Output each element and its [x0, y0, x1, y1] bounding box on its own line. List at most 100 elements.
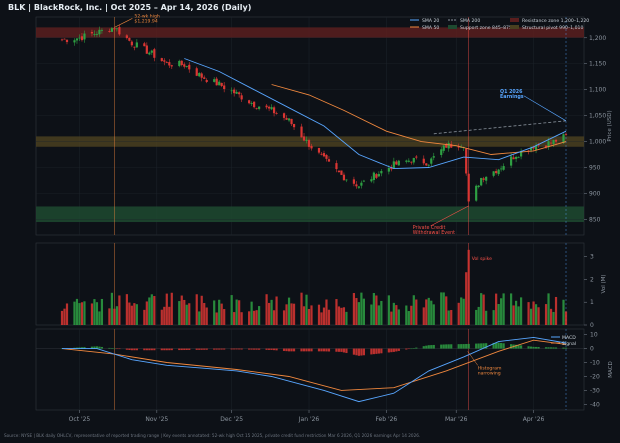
- macd-histogram-bar: [492, 342, 495, 349]
- volume-bar: [422, 307, 425, 325]
- macd-histogram-bar: [240, 348, 243, 350]
- candle-body: [497, 169, 500, 175]
- legend-label: SMA 200: [460, 18, 480, 24]
- candle-body: [73, 40, 76, 43]
- candle-body: [362, 180, 366, 182]
- legend-label: Resistance zone 1,200–1,220: [522, 18, 589, 24]
- macd-tick-label: -10: [590, 360, 600, 367]
- macd-histogram-bar: [143, 348, 146, 351]
- legend-label: SMA 50: [422, 25, 439, 31]
- volume-bar: [502, 293, 505, 325]
- volume-bar: [258, 306, 261, 325]
- candle-body: [395, 161, 398, 165]
- macd-histogram-bar: [552, 347, 555, 349]
- macd-histogram-bar: [482, 343, 485, 349]
- volume-bar: [485, 310, 488, 325]
- candle-body: [549, 142, 553, 144]
- volume-bar: [532, 301, 535, 325]
- candle-body: [547, 141, 550, 148]
- volume-bar: [230, 295, 233, 325]
- volume-bar: [440, 292, 443, 325]
- macd-histogram-bar: [275, 348, 278, 351]
- x-tick-label: Nov '25: [145, 416, 168, 423]
- macd-histogram-bar: [168, 348, 171, 351]
- macd-histogram-bar: [125, 348, 128, 350]
- candle-body: [447, 143, 450, 149]
- macd-histogram-bar: [547, 347, 550, 349]
- volume-bar: [130, 305, 133, 325]
- volume-bar: [405, 305, 408, 325]
- macd-legend-label: MACD: [562, 335, 576, 341]
- macd-histogram-bar: [554, 347, 558, 349]
- candle-body: [275, 113, 278, 114]
- macd-histogram-bar: [442, 344, 445, 349]
- volume-tick-label: 1: [590, 299, 594, 306]
- candle-body: [427, 164, 430, 166]
- macd-histogram-bar: [78, 347, 81, 349]
- macd-histogram-bar: [337, 348, 341, 352]
- x-tick-label: Mar '26: [445, 416, 468, 423]
- candle-body: [355, 184, 358, 187]
- volume-bar: [527, 302, 530, 325]
- candle-body: [285, 118, 288, 120]
- macd-histogram-bar: [405, 348, 408, 350]
- volume-bar: [537, 307, 540, 325]
- volume-bar: [213, 300, 216, 325]
- volume-bar: [170, 292, 173, 325]
- volume-bar: [407, 311, 410, 325]
- price-tick-label: 1,200: [589, 35, 606, 42]
- volume-spike-label: Vol spike: [472, 256, 492, 262]
- macd-histogram-bar: [387, 348, 390, 353]
- chart-title: BLK | BlackRock, Inc. | Oct 2025 – Apr 1…: [8, 3, 252, 12]
- sma20-line: [184, 58, 567, 170]
- volume-bar: [215, 312, 218, 325]
- volume-bar: [145, 301, 148, 325]
- macd-histogram-bar: [430, 345, 433, 349]
- macd-histogram-bar: [133, 348, 136, 351]
- candle-body: [267, 106, 271, 109]
- candle-body: [512, 157, 515, 160]
- volume-bar: [442, 292, 445, 325]
- macd-histogram-bar: [287, 348, 291, 352]
- macd-tick-label: -40: [590, 401, 600, 408]
- macd-histogram-bar: [362, 348, 366, 356]
- volume-bar: [335, 299, 338, 325]
- candle-body: [90, 31, 94, 34]
- macd-histogram-bar: [113, 348, 116, 350]
- macd-histogram-bar: [218, 348, 221, 350]
- volume-bar: [205, 307, 208, 325]
- volume-bar: [552, 311, 555, 325]
- candle-body: [238, 92, 241, 95]
- macd-histogram-bar: [148, 348, 151, 351]
- macd-histogram-bar: [340, 348, 343, 352]
- candle-body: [223, 85, 226, 90]
- candle-body: [165, 62, 168, 63]
- macd-histogram-bar: [480, 343, 483, 349]
- volume-bar: [240, 312, 243, 325]
- volume-axis-label: Vol (M): [601, 274, 607, 293]
- candle-body: [320, 153, 323, 155]
- candle-body: [467, 173, 470, 202]
- macd-histogram-bar: [390, 348, 393, 353]
- macd-histogram-bar: [397, 348, 400, 351]
- candle-body: [370, 179, 373, 182]
- volume-bar: [519, 297, 523, 325]
- volume-bar: [447, 310, 450, 325]
- volume-bar: [500, 298, 503, 325]
- macd-histogram-bar: [514, 344, 518, 349]
- candle-body: [450, 143, 453, 148]
- candle-body: [195, 68, 198, 76]
- volume-bar: [432, 304, 435, 325]
- volume-bar: [517, 306, 520, 325]
- volume-bar: [290, 303, 293, 325]
- histogram-annotation-label2: narrowing: [478, 370, 501, 376]
- macd-histogram-bar: [517, 345, 520, 349]
- candle-body: [432, 156, 435, 158]
- volume-bar: [375, 295, 378, 325]
- volume-bar: [360, 292, 363, 325]
- macd-histogram-bar: [497, 342, 500, 349]
- candle-body: [118, 27, 121, 35]
- x-tick-label: Dec '25: [220, 416, 243, 423]
